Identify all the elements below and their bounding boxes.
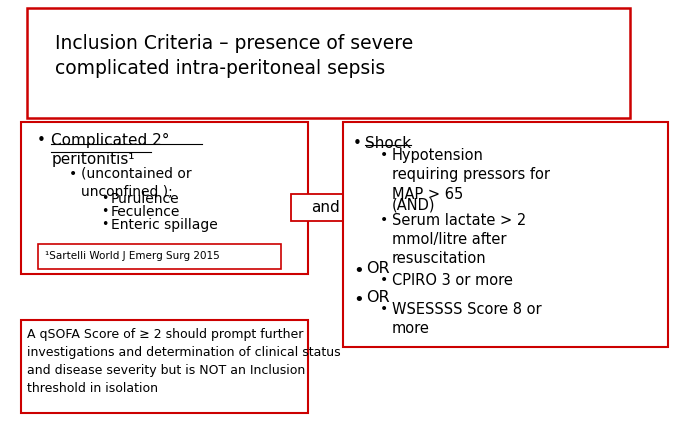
Text: •: • — [68, 167, 77, 181]
FancyBboxPatch shape — [291, 194, 360, 221]
Text: •: • — [353, 136, 362, 151]
Text: •: • — [380, 302, 388, 316]
Text: •: • — [380, 213, 388, 226]
FancyBboxPatch shape — [21, 122, 308, 274]
Text: A qSOFA Score of ≥ 2 should prompt further
investigations and determination of c: A qSOFA Score of ≥ 2 should prompt furth… — [27, 328, 341, 394]
Text: OR: OR — [366, 290, 390, 305]
Text: •: • — [101, 205, 109, 218]
Text: Hypotension
requiring pressors for
MAP > 65: Hypotension requiring pressors for MAP >… — [392, 148, 550, 202]
FancyBboxPatch shape — [27, 8, 630, 118]
Text: •: • — [101, 218, 109, 231]
FancyBboxPatch shape — [38, 244, 281, 269]
Text: (AND): (AND) — [392, 198, 436, 213]
Text: Enteric spillage: Enteric spillage — [111, 218, 218, 232]
Text: CPIRO 3 or more: CPIRO 3 or more — [392, 273, 512, 288]
Text: WSESSSS Score 8 or
more: WSESSSS Score 8 or more — [392, 302, 541, 336]
FancyBboxPatch shape — [342, 122, 668, 347]
Text: and: and — [311, 200, 340, 215]
Text: •: • — [353, 291, 364, 309]
Text: Shock: Shock — [365, 136, 411, 151]
Text: •: • — [380, 273, 388, 287]
Text: •: • — [101, 192, 109, 205]
Text: Feculence: Feculence — [111, 205, 180, 219]
Text: Complicated 2°
peritonitis¹: Complicated 2° peritonitis¹ — [51, 133, 170, 167]
Text: Inclusion Criteria – presence of severe
complicated intra-peritoneal sepsis: Inclusion Criteria – presence of severe … — [55, 34, 413, 78]
Text: •: • — [36, 133, 45, 148]
Text: •: • — [380, 148, 388, 162]
Text: OR: OR — [366, 261, 390, 276]
Text: ¹Sartelli World J Emerg Surg 2015: ¹Sartelli World J Emerg Surg 2015 — [45, 251, 219, 261]
Text: Purulence: Purulence — [111, 192, 179, 206]
Text: (uncontained or
unconfined );: (uncontained or unconfined ); — [81, 167, 191, 199]
FancyBboxPatch shape — [21, 320, 308, 413]
Text: Serum lactate > 2
mmol/litre after
resuscitation: Serum lactate > 2 mmol/litre after resus… — [392, 213, 526, 266]
Text: •: • — [353, 262, 364, 280]
